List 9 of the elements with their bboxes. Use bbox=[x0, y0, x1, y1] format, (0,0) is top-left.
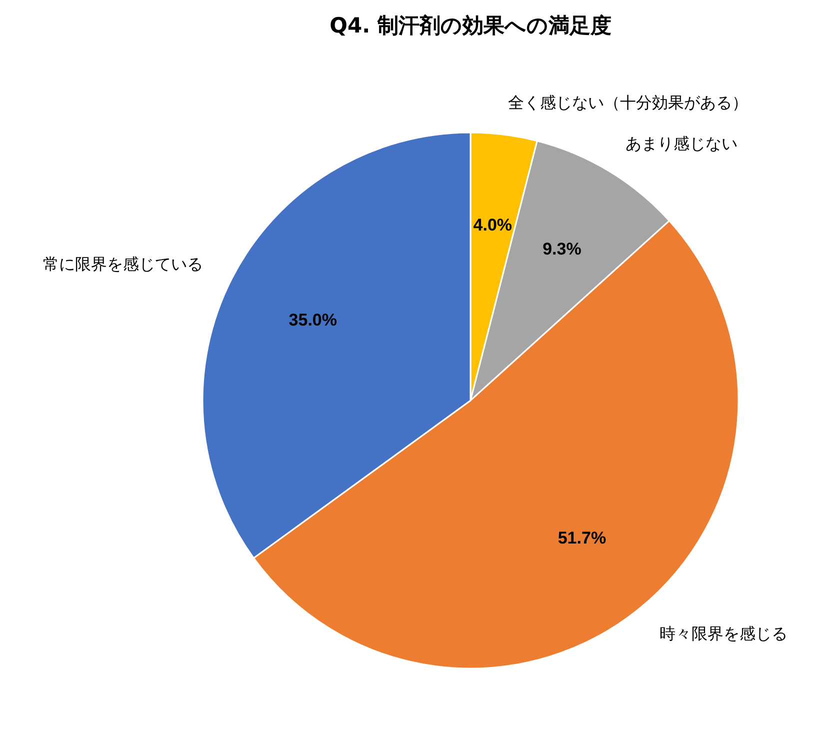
data-label: 51.7% bbox=[558, 528, 606, 548]
slice-label: 常に限界を感じている bbox=[43, 254, 204, 274]
chart-title: Q4. 制汗剤の効果への満足度 bbox=[330, 14, 612, 38]
slice-label: 全く感じない（十分効果がある） bbox=[508, 93, 748, 112]
data-label: 35.0% bbox=[288, 310, 337, 330]
slice-label: あまり感じない bbox=[626, 134, 738, 154]
data-label: 4.0% bbox=[473, 216, 512, 235]
data-label: 9.3% bbox=[542, 240, 582, 259]
slice-label: 時々限界を感じる bbox=[660, 624, 788, 644]
